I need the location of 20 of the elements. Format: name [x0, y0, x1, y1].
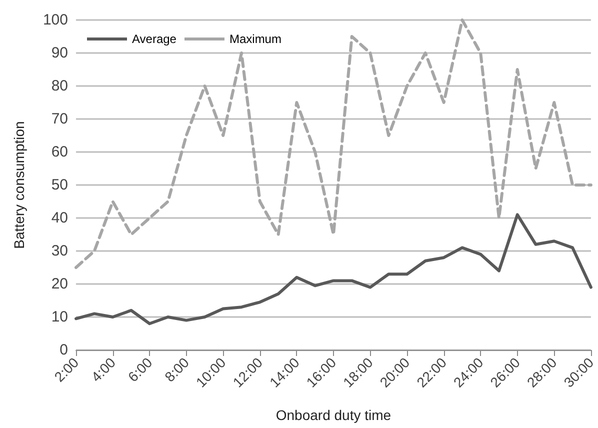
y-tick-label: 70 [51, 110, 68, 128]
y-tick-label: 0 [60, 342, 68, 358]
y-tick-label: 40 [51, 210, 68, 226]
x-tick-label: 6:00 [124, 354, 156, 385]
x-tick-label: 4:00 [88, 354, 119, 385]
x-axis-title: Onboard duty time [276, 407, 392, 423]
y-tick-label: 20 [51, 276, 68, 292]
y-tick-label: 50 [51, 176, 68, 194]
y-axis-title: Battery consumption [11, 121, 27, 249]
line-series [74, 18, 592, 269]
legend-label: Average [132, 32, 177, 46]
y-tick-label: 90 [51, 44, 68, 62]
line-series [74, 213, 592, 326]
y-tick-label: 80 [51, 78, 68, 94]
y-tick-label: 60 [51, 144, 68, 160]
x-tick-label: 8:00 [161, 354, 192, 385]
y-tick-label: 30 [51, 242, 68, 260]
y-tick-label: 10 [51, 308, 68, 326]
y-tick-label: 100 [42, 12, 68, 28]
legend-label: Maximum [229, 32, 282, 46]
